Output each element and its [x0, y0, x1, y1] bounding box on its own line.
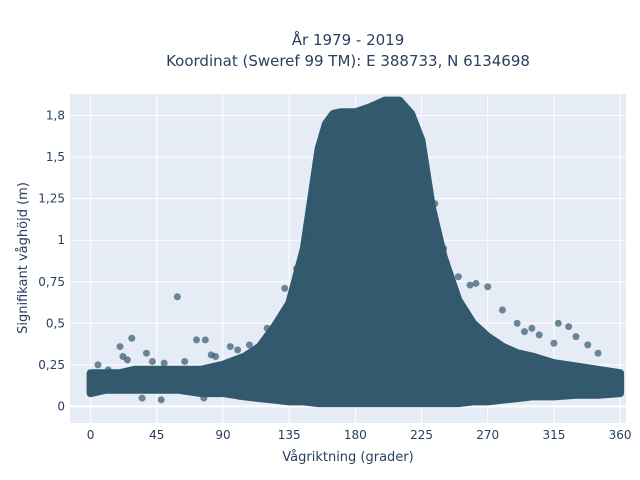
- scatter-point: [572, 333, 580, 341]
- scatter-point: [466, 281, 474, 289]
- scatter-point: [200, 394, 208, 402]
- scatter-point: [285, 299, 293, 307]
- x-tick-label: 0: [87, 428, 95, 442]
- scatter-point: [528, 324, 536, 332]
- x-tick-label: 135: [278, 428, 301, 442]
- scatter-point: [565, 323, 573, 331]
- scatter-point: [310, 195, 318, 203]
- scatter-point: [472, 279, 480, 287]
- x-tick-label: 90: [215, 428, 230, 442]
- scatter-point: [452, 289, 460, 297]
- scatter-point: [300, 245, 308, 253]
- scatter-point: [160, 359, 168, 367]
- scatter-point: [181, 358, 189, 366]
- scatter-point: [513, 319, 521, 327]
- y-tick-label: 0,75: [38, 275, 65, 289]
- x-tick-label: 45: [149, 428, 164, 442]
- scatter-point: [440, 245, 448, 253]
- y-tick-label: 0: [57, 399, 65, 413]
- y-tick-label: 1,5: [46, 150, 65, 164]
- scatter-point: [128, 334, 136, 342]
- scatter-point: [434, 228, 442, 236]
- scatter-point: [310, 178, 318, 186]
- x-tick-label: 270: [476, 428, 499, 442]
- x-axis-label: Vågriktning (grader): [282, 450, 413, 465]
- y-tick-label: 1: [57, 233, 65, 247]
- x-tick-label: 180: [344, 428, 367, 442]
- scatter-point: [584, 341, 592, 349]
- scatter-point: [440, 253, 448, 261]
- scatter-point: [449, 282, 457, 290]
- scatter-point: [436, 236, 444, 244]
- scatter-point: [173, 293, 181, 301]
- scatter-point: [612, 389, 620, 397]
- scatter-point: [226, 343, 234, 351]
- x-tick-label: 315: [542, 428, 565, 442]
- scatter-point: [104, 366, 112, 374]
- scatter-point: [612, 369, 620, 377]
- scatter-point: [305, 211, 313, 219]
- scatter-point: [554, 319, 562, 327]
- scatter-point: [235, 392, 243, 400]
- scatter-point: [423, 170, 431, 178]
- scatter-point: [290, 281, 298, 289]
- y-tick-label: 0,25: [38, 358, 65, 372]
- scatter-point: [430, 211, 438, 219]
- scatter-point: [212, 353, 220, 361]
- scatter-points: [87, 97, 620, 407]
- scatter-point: [201, 336, 209, 344]
- scatter-point: [192, 336, 200, 344]
- scatter-point: [142, 349, 150, 357]
- scatter-point: [419, 148, 427, 156]
- scatter-point: [288, 290, 296, 298]
- scatter-point: [234, 346, 242, 354]
- scatter-point: [447, 274, 455, 282]
- scatter-point: [426, 192, 434, 200]
- y-tick-label: 1,8: [46, 109, 65, 123]
- scatter-point: [293, 264, 301, 272]
- scatter-point: [424, 181, 432, 189]
- scatter-point: [442, 260, 450, 268]
- scatter-point: [421, 159, 429, 167]
- scatter-point: [157, 396, 165, 404]
- scatter-point: [245, 341, 253, 349]
- scatter-point: [484, 283, 492, 291]
- scatter-point: [123, 356, 131, 364]
- scatter-point: [312, 161, 320, 169]
- scatter-point: [521, 328, 529, 336]
- y-tick-label: 1,25: [38, 192, 65, 206]
- y-axis-label: Signifikant våghöjd (m): [16, 182, 31, 334]
- scatter-point: [432, 220, 440, 228]
- tick-labels: 0 45 90 135 180 225 270 315 360 0 0,25 0,5 0,75 1 1,25…: [38, 109, 631, 442]
- scatter-point: [297, 254, 305, 262]
- scatter-point: [148, 358, 156, 366]
- scatter-point: [263, 324, 271, 332]
- x-tick-label: 360: [609, 428, 632, 442]
- y-tick-label: 0,5: [46, 316, 65, 330]
- scatter-point: [304, 233, 312, 241]
- scatter-point: [550, 339, 558, 347]
- scatter-point: [594, 349, 602, 357]
- scatter-point: [445, 267, 453, 275]
- scatter-point: [293, 272, 301, 280]
- chart-title-line2: Koordinat (Sweref 99 TM): E 388733, N 61…: [166, 52, 530, 70]
- scatter-point: [281, 284, 289, 292]
- scatter-point: [454, 273, 462, 281]
- chart-title-line1: År 1979 - 2019: [292, 30, 405, 49]
- scatter-point: [535, 331, 543, 339]
- scatter-point: [498, 306, 506, 314]
- scatter-point: [138, 394, 146, 402]
- scatter-point: [431, 200, 439, 208]
- x-tick-label: 225: [410, 428, 433, 442]
- scatter-point: [94, 361, 102, 369]
- scatter-point: [418, 137, 426, 145]
- scatter-point: [116, 343, 124, 351]
